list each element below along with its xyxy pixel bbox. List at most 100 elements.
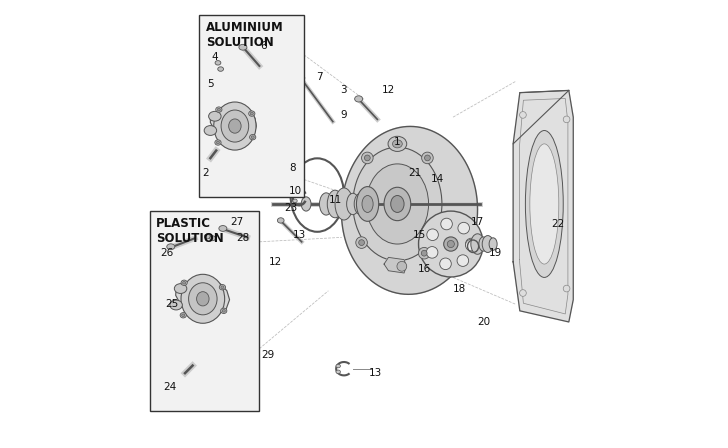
Ellipse shape bbox=[465, 238, 477, 250]
Ellipse shape bbox=[293, 192, 297, 196]
Text: 9: 9 bbox=[341, 110, 347, 120]
Ellipse shape bbox=[182, 314, 185, 317]
Text: 16: 16 bbox=[417, 263, 431, 274]
Ellipse shape bbox=[217, 108, 221, 111]
Ellipse shape bbox=[216, 141, 220, 144]
Text: 2: 2 bbox=[202, 168, 209, 178]
Ellipse shape bbox=[293, 199, 297, 202]
Text: PLASTIC
SOLUTION: PLASTIC SOLUTION bbox=[156, 217, 223, 246]
Text: 11: 11 bbox=[328, 194, 341, 205]
Ellipse shape bbox=[218, 67, 223, 71]
Ellipse shape bbox=[482, 236, 494, 253]
Text: 13: 13 bbox=[293, 230, 306, 240]
Text: 6: 6 bbox=[261, 41, 267, 51]
Ellipse shape bbox=[359, 240, 365, 246]
Ellipse shape bbox=[520, 112, 526, 118]
Ellipse shape bbox=[427, 246, 438, 258]
Ellipse shape bbox=[443, 237, 458, 251]
Text: 25: 25 bbox=[165, 299, 178, 309]
Text: 7: 7 bbox=[316, 72, 323, 82]
Ellipse shape bbox=[221, 308, 227, 314]
Text: 13: 13 bbox=[368, 368, 381, 378]
Ellipse shape bbox=[249, 111, 255, 116]
Ellipse shape bbox=[167, 244, 175, 250]
Ellipse shape bbox=[221, 286, 224, 289]
Ellipse shape bbox=[388, 136, 407, 151]
Text: 8: 8 bbox=[290, 164, 296, 173]
Text: 18: 18 bbox=[453, 284, 467, 293]
Ellipse shape bbox=[391, 195, 404, 212]
Bar bbox=[199, 15, 304, 197]
Ellipse shape bbox=[328, 190, 343, 218]
Text: 22: 22 bbox=[551, 219, 564, 229]
Ellipse shape bbox=[209, 112, 221, 121]
Ellipse shape bbox=[479, 237, 488, 251]
Text: 29: 29 bbox=[261, 350, 275, 360]
Ellipse shape bbox=[251, 136, 254, 138]
Ellipse shape bbox=[215, 107, 222, 112]
Text: 12: 12 bbox=[382, 86, 395, 95]
Ellipse shape bbox=[458, 222, 470, 234]
Text: 26: 26 bbox=[160, 248, 173, 258]
Ellipse shape bbox=[392, 140, 403, 148]
Ellipse shape bbox=[180, 313, 186, 318]
Ellipse shape bbox=[301, 197, 311, 211]
Ellipse shape bbox=[210, 236, 215, 241]
Text: ALUMINIUM
SOLUTION: ALUMINIUM SOLUTION bbox=[206, 22, 284, 49]
Bar bbox=[150, 211, 259, 411]
Text: 24: 24 bbox=[164, 382, 177, 392]
Ellipse shape bbox=[457, 255, 469, 267]
Ellipse shape bbox=[362, 152, 373, 164]
Ellipse shape bbox=[440, 218, 452, 230]
Ellipse shape bbox=[355, 193, 367, 215]
Ellipse shape bbox=[215, 140, 221, 145]
Ellipse shape bbox=[250, 112, 253, 115]
Text: 10: 10 bbox=[288, 185, 301, 196]
Polygon shape bbox=[384, 258, 406, 273]
Ellipse shape bbox=[427, 229, 438, 241]
Ellipse shape bbox=[277, 218, 284, 223]
Ellipse shape bbox=[204, 125, 217, 135]
Text: 12: 12 bbox=[269, 257, 282, 267]
Ellipse shape bbox=[422, 152, 433, 164]
Ellipse shape bbox=[320, 193, 333, 215]
Ellipse shape bbox=[239, 44, 247, 50]
Text: 17: 17 bbox=[471, 217, 484, 227]
Text: 3: 3 bbox=[341, 86, 347, 95]
Text: 20: 20 bbox=[478, 317, 491, 327]
Ellipse shape bbox=[336, 364, 341, 368]
Text: 14: 14 bbox=[431, 174, 444, 185]
Ellipse shape bbox=[471, 234, 484, 254]
Ellipse shape bbox=[419, 247, 430, 259]
Ellipse shape bbox=[366, 164, 429, 244]
Ellipse shape bbox=[356, 237, 368, 248]
Ellipse shape bbox=[347, 193, 359, 215]
Ellipse shape bbox=[221, 110, 249, 142]
Ellipse shape bbox=[189, 283, 217, 315]
Text: 27: 27 bbox=[231, 217, 244, 227]
Ellipse shape bbox=[530, 144, 559, 264]
Ellipse shape bbox=[219, 225, 227, 231]
Ellipse shape bbox=[297, 75, 305, 81]
Text: 5: 5 bbox=[207, 79, 214, 89]
Ellipse shape bbox=[353, 147, 442, 261]
Text: 4: 4 bbox=[212, 52, 218, 62]
Ellipse shape bbox=[355, 96, 363, 102]
Ellipse shape bbox=[197, 292, 209, 306]
Ellipse shape bbox=[520, 290, 526, 296]
Ellipse shape bbox=[489, 238, 497, 250]
Text: 1: 1 bbox=[394, 137, 400, 146]
Ellipse shape bbox=[424, 155, 430, 161]
Ellipse shape bbox=[357, 187, 379, 221]
Ellipse shape bbox=[563, 285, 570, 292]
Polygon shape bbox=[210, 108, 256, 140]
Text: 15: 15 bbox=[413, 230, 427, 240]
Ellipse shape bbox=[174, 284, 187, 293]
Ellipse shape bbox=[440, 258, 451, 270]
Ellipse shape bbox=[422, 250, 427, 256]
Ellipse shape bbox=[215, 60, 221, 65]
Polygon shape bbox=[175, 278, 229, 316]
Ellipse shape bbox=[229, 119, 241, 133]
Text: 28: 28 bbox=[237, 233, 250, 243]
Ellipse shape bbox=[181, 280, 187, 285]
